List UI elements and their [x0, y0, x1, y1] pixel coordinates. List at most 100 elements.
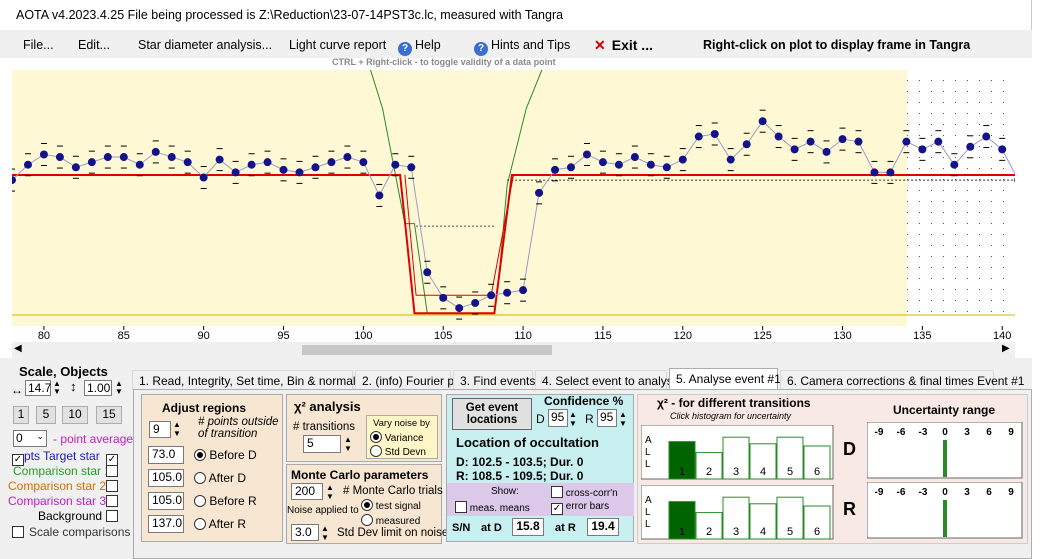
scroll-left-icon[interactable]: ◀ — [14, 343, 22, 354]
point-average-select[interactable]: 0 ⌄ — [13, 430, 47, 447]
data-point — [455, 304, 464, 313]
error-bars-checkbox[interactable]: ✓ error bars — [551, 501, 610, 515]
scale-15-button[interactable]: 15 — [96, 406, 122, 424]
scale-left-stepper[interactable]: ▲ ▼ — [53, 379, 61, 396]
transitions-input[interactable]: 5 — [303, 435, 341, 453]
menu-hints[interactable]: ? Hints and Tips — [474, 38, 570, 56]
grid-dot — [907, 311, 908, 312]
scale-5-button[interactable]: 5 — [36, 406, 56, 424]
data-point — [678, 155, 687, 164]
scale-left-input[interactable]: 14.7 — [25, 380, 51, 396]
point-average-label: - point average — [53, 432, 134, 446]
grid-dot — [955, 201, 956, 202]
region-radio-4[interactable]: After R — [194, 517, 246, 531]
data-point — [806, 137, 815, 146]
uncertainty-tick: 3 — [964, 427, 970, 438]
grid-dot — [1003, 157, 1004, 158]
grid-dot — [931, 300, 932, 301]
uncertainty-tick: -9 — [875, 487, 884, 498]
tab-4[interactable]: 4. Select event to analyse — [535, 370, 679, 390]
region-value-4[interactable]: 137.0 — [148, 515, 184, 533]
scroll-right-icon[interactable]: ▶ — [1002, 343, 1010, 354]
comp-star-1-checkbox[interactable] — [106, 464, 118, 478]
stddev-radio[interactable]: Std Devn — [370, 445, 426, 458]
menu-file[interactable]: File... — [23, 38, 54, 52]
region-radio-2[interactable]: After D — [194, 471, 246, 485]
points-outside-stepper[interactable]: ▲ ▼ — [173, 420, 181, 438]
region-radio-1[interactable]: Before D — [194, 448, 257, 462]
pts-checkbox[interactable]: ✓ — [12, 454, 24, 466]
tab-3[interactable]: 3. Find events — [453, 370, 535, 390]
trials-input[interactable]: 200 — [291, 483, 323, 500]
grid-dot — [919, 102, 920, 103]
confidence-d-input[interactable]: 95 — [548, 409, 568, 427]
tab-5[interactable]: 5. Analyse event #1 — [669, 368, 781, 390]
tab-6[interactable]: 6. Camera corrections & final times Even… — [780, 370, 1024, 390]
grid-dot — [991, 91, 992, 92]
uncertainty-tick: -6 — [897, 487, 906, 498]
confidence-r-stepper[interactable]: ▲ ▼ — [619, 410, 627, 428]
data-point — [12, 176, 16, 185]
grid-dot — [1003, 300, 1004, 301]
region-value-1[interactable]: 73.0 — [148, 446, 184, 464]
variance-radio[interactable]: Variance — [370, 431, 424, 444]
grid-dot — [943, 146, 944, 147]
light-curve-plot[interactable] — [12, 70, 1015, 326]
scale-comparisons-checkbox[interactable] — [12, 525, 24, 539]
scroll-thumb[interactable] — [302, 345, 552, 355]
menu-exit[interactable]: ✕ Exit ... — [594, 37, 653, 54]
grid-dot — [967, 289, 968, 290]
tab-2[interactable]: 2. (info) Fourier plot — [355, 370, 467, 390]
menu-edit[interactable]: Edit... — [78, 38, 110, 52]
get-event-locations-button[interactable]: Get event locations — [452, 398, 532, 430]
histogram-subtitle: Click histogram for uncertainty — [670, 411, 792, 421]
bar-label: 1 — [679, 466, 685, 478]
right-click-hint: Right-click on plot to display frame in … — [703, 38, 971, 52]
grid-dot — [967, 124, 968, 125]
comp-star-2-checkbox[interactable] — [106, 479, 118, 493]
region-value-3[interactable]: 105.0 — [148, 492, 184, 510]
comp-star-3-checkbox[interactable] — [106, 494, 118, 508]
test-signal-radio[interactable]: test signal — [361, 499, 421, 512]
points-outside-input[interactable]: 9 — [149, 421, 171, 438]
background-checkbox[interactable] — [106, 509, 118, 523]
scale-10-button[interactable]: 10 — [62, 406, 88, 424]
confidence-r-input[interactable]: 95 — [597, 409, 617, 427]
target-star-checkbox[interactable]: ✓ — [106, 454, 118, 466]
cross-corr-checkbox[interactable]: cross-corr'n — [551, 486, 618, 499]
grid-dot — [967, 179, 968, 180]
region-value-2[interactable]: 105.0 — [148, 469, 184, 487]
data-point — [487, 291, 496, 300]
grid-dot — [943, 157, 944, 158]
region-radio-3[interactable]: Before R — [194, 494, 257, 508]
menu-star-diameter[interactable]: Star diameter analysis... — [138, 38, 273, 52]
grid-dot — [931, 80, 932, 81]
uncertainty-tick: -3 — [919, 427, 928, 438]
meas-means-checkbox[interactable]: meas. means — [455, 501, 530, 514]
grid-dot — [979, 179, 980, 180]
sd-limit-input[interactable]: 3.0 — [291, 524, 319, 541]
monte-carlo-title: Monte Carlo parameters — [291, 468, 429, 482]
measured-radio[interactable]: measured — [361, 514, 420, 527]
grid-dot — [943, 311, 944, 312]
grid-dot — [943, 267, 944, 268]
transitions-stepper[interactable]: ▲ ▼ — [344, 435, 352, 453]
horizontal-scrollbar[interactable]: ◀ ▶ — [12, 342, 1015, 358]
confidence-d-stepper[interactable]: ▲ ▼ — [569, 410, 577, 428]
grid-dot — [931, 113, 932, 114]
scale-right-stepper[interactable]: ▲ ▼ — [115, 379, 123, 396]
scale-right-input[interactable]: 1.00 — [84, 380, 112, 396]
scale-1-button[interactable]: 1 — [13, 406, 29, 424]
grid-dot — [919, 289, 920, 290]
menu-light-curve-report[interactable]: Light curve report — [289, 38, 387, 52]
grid-dot — [931, 311, 932, 312]
histogram-bar — [695, 452, 723, 480]
tab-1[interactable]: 1. Read, Integrity, Set time, Bin & norm… — [132, 370, 371, 390]
stddev-label: Std Devn — [384, 447, 426, 458]
trials-stepper[interactable]: ▲ ▼ — [326, 483, 334, 501]
title-bar: AOTA v4.2023.4.25 File being processed i… — [0, 0, 1032, 30]
menu-help[interactable]: ? Help — [398, 38, 441, 56]
sd-limit-stepper[interactable]: ▲ ▼ — [321, 524, 329, 542]
